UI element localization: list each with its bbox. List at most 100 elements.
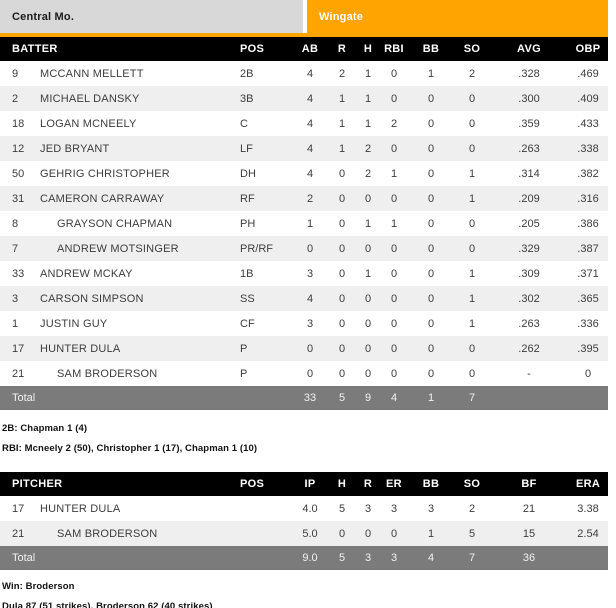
stat-obp: .338 (577, 142, 599, 155)
stat-r: 0 (364, 527, 372, 540)
stat-obp: .336 (577, 317, 599, 330)
player-position: CF (240, 317, 255, 330)
batter-row[interactable]: 31 CAMERON CARRAWAY RF 2 0 0 0 0 1 .209 … (0, 186, 608, 211)
stat-r: 0 (338, 167, 346, 180)
tab-divider (303, 0, 307, 33)
stat-r: 1 (338, 142, 346, 155)
stat-r: 0 (338, 192, 346, 205)
batter-row[interactable]: 50 GEHRIG CHRISTOPHER DH 4 0 2 1 0 1 .31… (0, 161, 608, 186)
stat-ip: 5.0 (302, 527, 318, 540)
stat-era: 3.38 (577, 502, 599, 515)
player-name: MICHAEL DANSKY (40, 92, 140, 105)
col-header-batter: BATTER (12, 43, 58, 55)
home-team-label: Wingate (319, 10, 364, 23)
batter-row[interactable]: 9 MCCANN MELLETT 2B 4 2 1 0 1 2 .328 .46… (0, 61, 608, 86)
stat-h: 5 (338, 502, 346, 515)
stat-r: 2 (338, 67, 346, 80)
player-position: DH (240, 167, 256, 180)
tab-home-team[interactable]: Wingate (307, 0, 608, 33)
stat-so: 2 (468, 502, 476, 515)
batter-row[interactable]: 2 MICHAEL DANSKY 3B 4 1 1 0 0 0 .300 .40… (0, 86, 608, 111)
stat-r: 0 (338, 317, 346, 330)
stat-h: 0 (364, 192, 372, 205)
batter-row[interactable]: 1 JUSTIN GUY CF 3 0 0 0 0 1 .263 .336 (0, 311, 608, 336)
stat-so: 5 (468, 527, 476, 540)
stat-so: 0 (468, 342, 476, 355)
stat-avg: .209 (518, 192, 540, 205)
stat-rbi: 0 (390, 342, 398, 355)
player-position: SS (240, 292, 255, 305)
stat-bb: 0 (427, 167, 435, 180)
stat-avg: .314 (518, 167, 540, 180)
player-name: JED BRYANT (40, 142, 110, 155)
stat-obp: .371 (577, 267, 599, 280)
stat-ab: 0 (306, 242, 314, 255)
total-so: 7 (468, 392, 476, 404)
stat-so: 1 (468, 167, 476, 180)
col-header-r: R (363, 478, 373, 490)
stat-avg: .302 (518, 292, 540, 305)
batter-row-substitute[interactable]: 8 GRAYSON CHAPMAN PH 1 0 1 1 0 0 .205 .3… (0, 211, 608, 236)
batter-row-substitute[interactable]: 7 ANDREW MOTSINGER PR/RF 0 0 0 0 0 0 .32… (0, 236, 608, 261)
stat-h: 1 (364, 67, 372, 80)
stat-er: 3 (390, 502, 398, 515)
stat-h: 1 (364, 217, 372, 230)
batter-row[interactable]: 17 HUNTER DULA P 0 0 0 0 0 0 .262 .395 (0, 336, 608, 361)
player-position: PH (240, 217, 256, 230)
batting-table: BATTER POS AB R H RBI BB SO AVG OBP 9 MC… (0, 37, 608, 410)
total-ab: 33 (303, 392, 317, 404)
stat-rbi: 2 (390, 117, 398, 130)
total-label: Total (12, 392, 36, 404)
stat-ab: 4 (306, 117, 314, 130)
stat-avg: .263 (518, 142, 540, 155)
total-so: 7 (468, 552, 476, 564)
stat-so: 0 (468, 142, 476, 155)
stat-bb: 1 (427, 527, 435, 540)
col-header-so: SO (463, 478, 481, 490)
stat-er: 0 (390, 527, 398, 540)
stat-avg: .262 (518, 342, 540, 355)
batting-notes: 2B: Chapman 1 (4) RBI: Mcneely 2 (50), C… (0, 410, 608, 459)
total-h: 9 (364, 392, 372, 404)
stat-ab: 4 (306, 167, 314, 180)
stat-bb: 0 (427, 217, 435, 230)
player-name: MCCANN MELLETT (40, 67, 144, 80)
batter-row[interactable]: 33 ANDREW MCKAY 1B 3 0 1 0 0 1 .309 .371 (0, 261, 608, 286)
stat-so: 1 (468, 267, 476, 280)
batter-row[interactable]: 3 CARSON SIMPSON SS 4 0 0 0 0 1 .302 .36… (0, 286, 608, 311)
player-number: 31 (12, 192, 25, 205)
pitching-header-row: PITCHER POS IP H R ER BB SO BF ERA (0, 472, 608, 496)
col-header-bf: BF (521, 478, 537, 490)
stat-obp: .469 (577, 67, 599, 80)
batter-row[interactable]: 18 LOGAN MCNEELY C 4 1 1 2 0 0 .359 .433 (0, 111, 608, 136)
stat-ab: 4 (306, 292, 314, 305)
stat-bb: 0 (427, 267, 435, 280)
player-position: P (240, 367, 248, 380)
stat-h: 0 (364, 242, 372, 255)
tab-away-team[interactable]: Central Mo. (0, 0, 303, 33)
stat-obp: 0 (584, 367, 592, 380)
batter-row-substitute[interactable]: 21 SAM BRODERSON P 0 0 0 0 0 0 - 0 (0, 361, 608, 386)
col-header-ab: AB (301, 43, 319, 55)
stat-bb: 0 (427, 317, 435, 330)
player-number: 12 (12, 142, 25, 155)
stat-h: 0 (364, 367, 372, 380)
stat-rbi: 0 (390, 367, 398, 380)
stat-h: 2 (364, 142, 372, 155)
pitcher-row-substitute[interactable]: 21 SAM BRODERSON 5.0 0 0 0 1 5 15 2.54 (0, 521, 608, 546)
player-number: 17 (12, 502, 25, 515)
stat-bb: 0 (427, 142, 435, 155)
stat-so: 1 (468, 192, 476, 205)
batting-total-row: Total 33 5 9 4 1 7 (0, 386, 608, 410)
player-number: 9 (12, 67, 19, 80)
total-bb: 4 (427, 552, 435, 564)
stat-ab: 0 (306, 342, 314, 355)
pitcher-row[interactable]: 17 HUNTER DULA 4.0 5 3 3 3 2 21 3.38 (0, 496, 608, 521)
stat-r: 0 (338, 342, 346, 355)
stat-rbi: 0 (390, 92, 398, 105)
player-position: LF (240, 142, 253, 155)
batter-row[interactable]: 12 JED BRYANT LF 4 1 2 0 0 0 .263 .338 (0, 136, 608, 161)
col-header-pos: POS (240, 478, 265, 490)
total-bf: 36 (522, 552, 536, 564)
stat-era: 2.54 (577, 527, 599, 540)
